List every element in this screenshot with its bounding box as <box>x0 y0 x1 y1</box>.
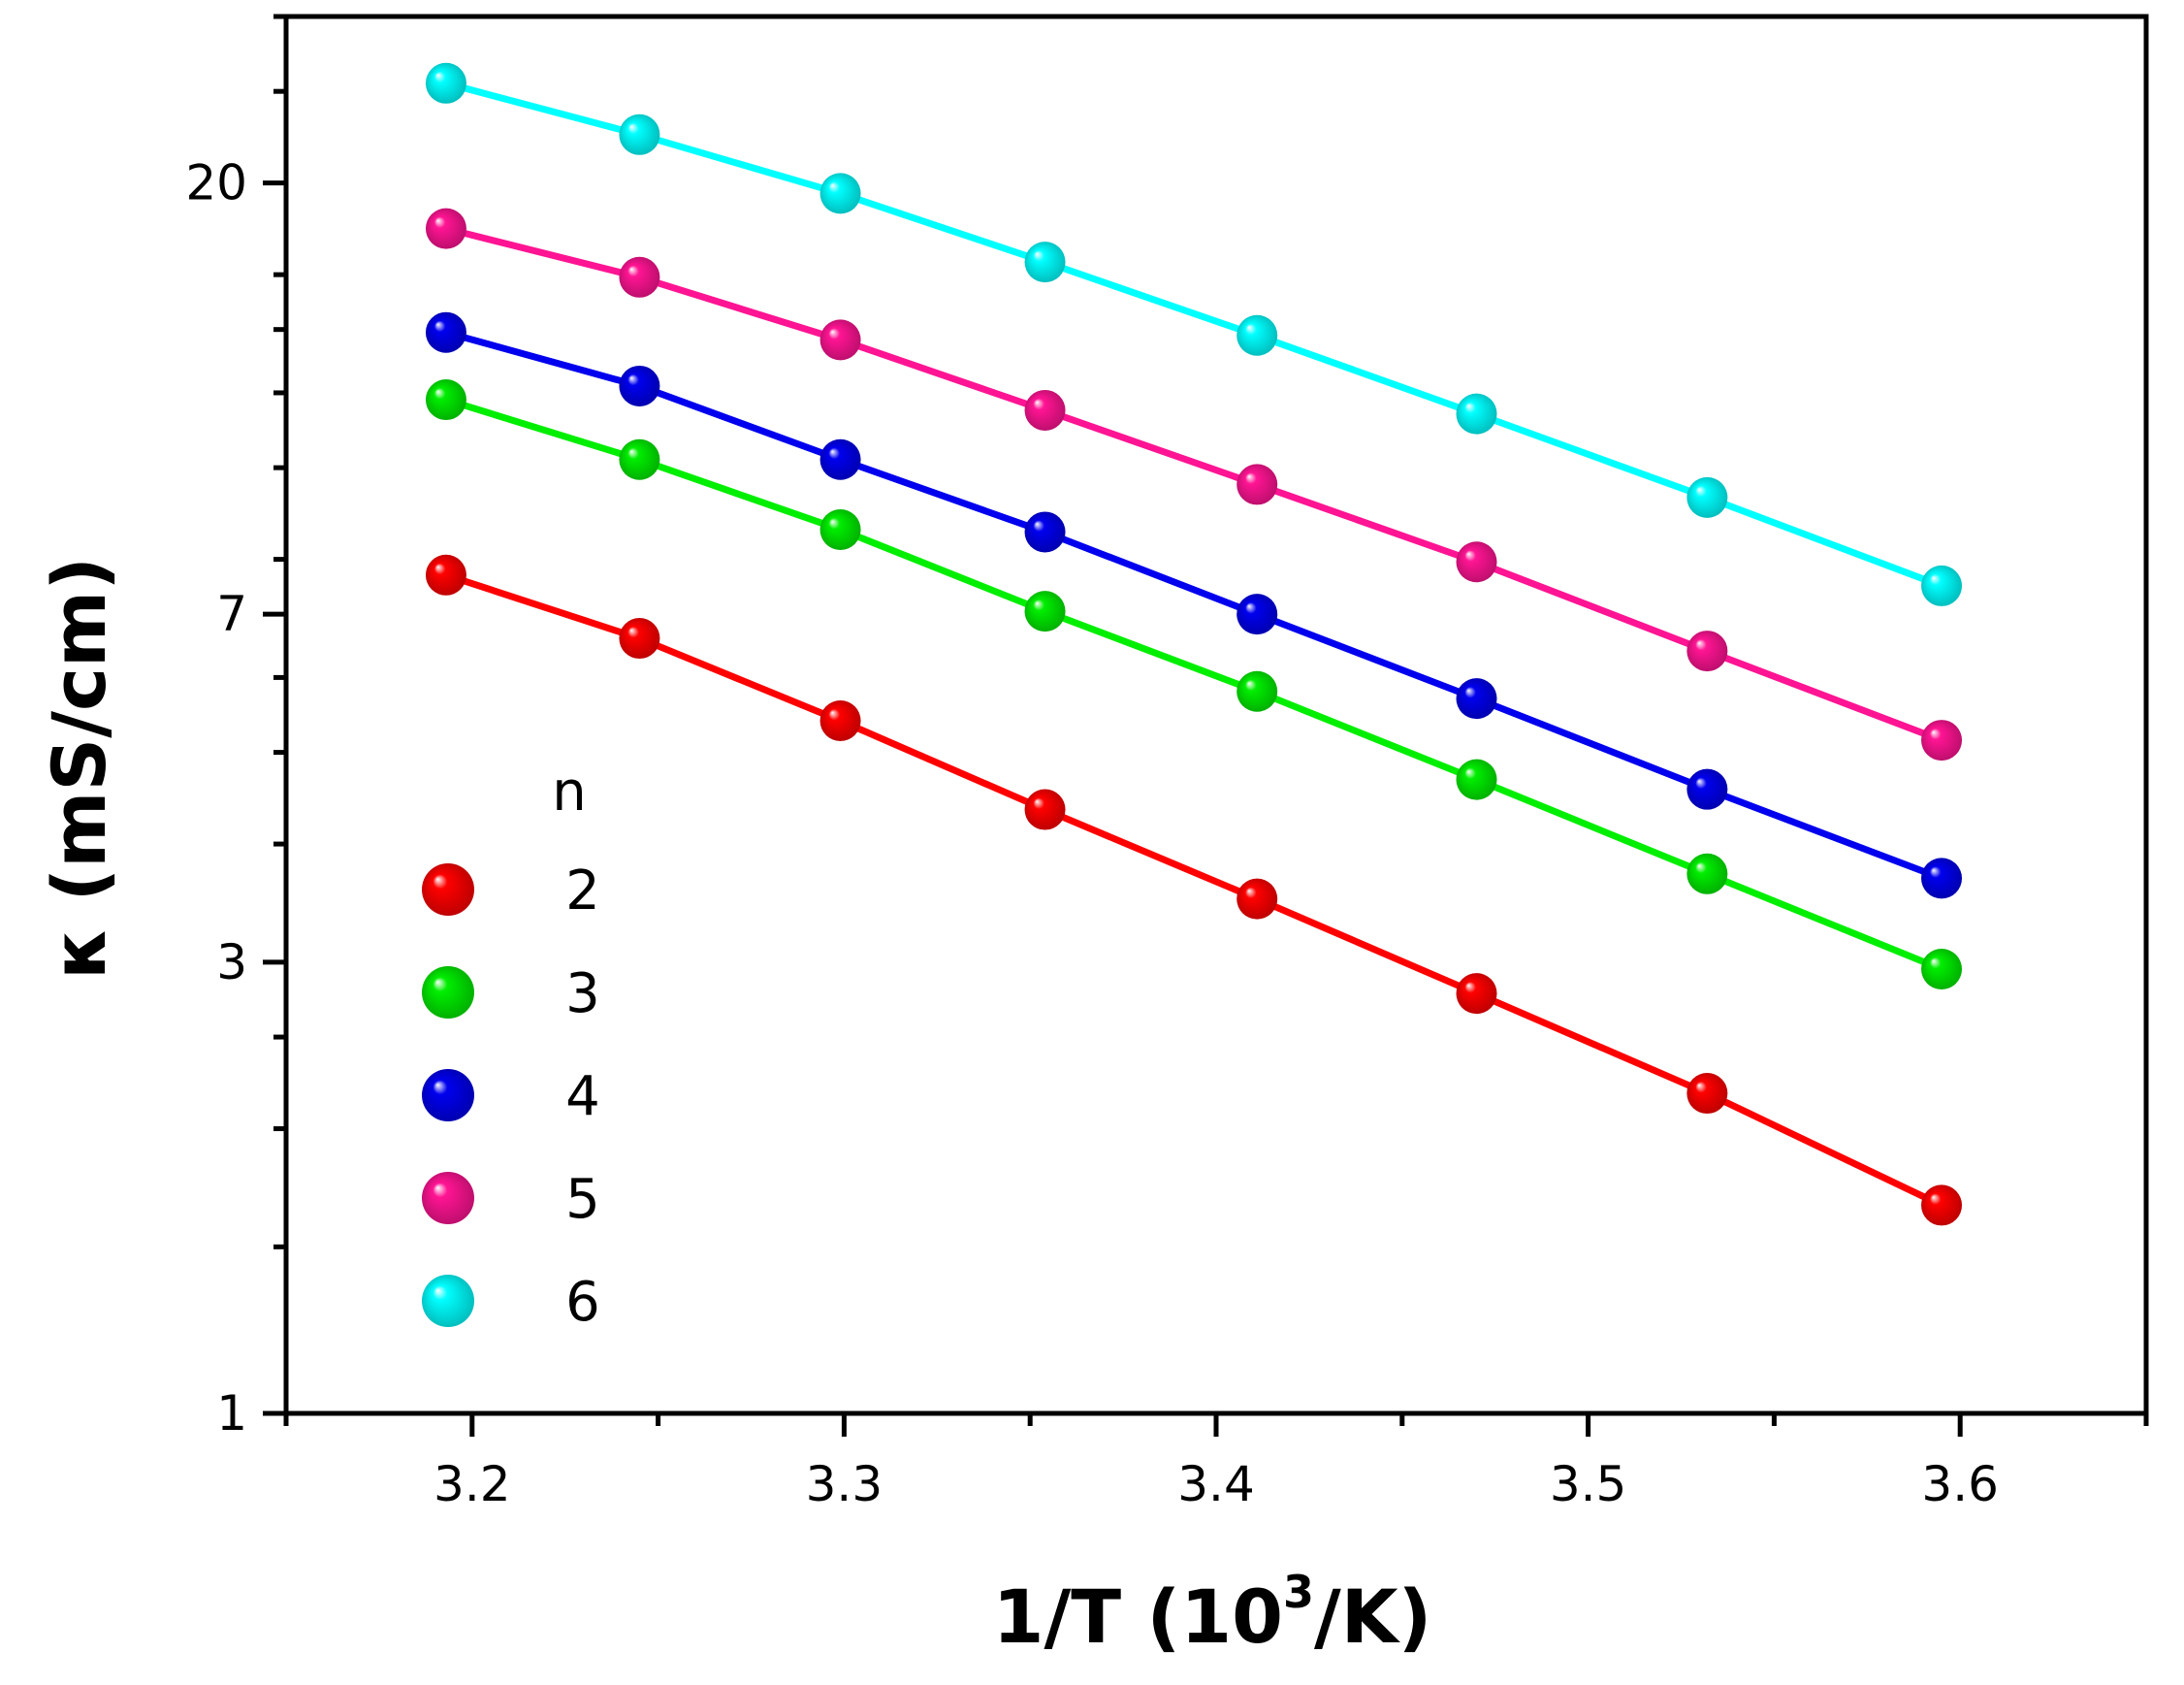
data-point-n5 <box>1686 631 1728 672</box>
series-lines <box>444 80 1943 1209</box>
y-axis-title: κ (mS/cm) <box>36 557 122 980</box>
series-line-n3 <box>444 396 1943 973</box>
data-point-n6 <box>1686 476 1728 518</box>
data-point-n5 <box>1456 541 1497 583</box>
data-point-n5 <box>1024 389 1066 431</box>
x-axis-title: 1/T (103/K) <box>993 1566 1432 1660</box>
legend-marker-n5 <box>422 1172 474 1224</box>
data-point-n4 <box>1237 594 1278 635</box>
legend-label: 5 <box>565 1168 600 1231</box>
data-point-n3 <box>1024 591 1066 632</box>
data-point-n6 <box>1921 565 1963 606</box>
data-point-n4 <box>819 438 861 480</box>
axis-ticks: 3.2 3.3 3.4 3.5 3.6 1 3 7 20 <box>185 14 2149 1512</box>
data-point-n3 <box>819 508 861 550</box>
data-point-n2 <box>1921 1184 1963 1226</box>
y-tick-label: 3 <box>216 934 247 990</box>
data-point-n2 <box>819 700 861 742</box>
data-point-n3 <box>1686 853 1728 894</box>
series-points <box>425 62 1963 1226</box>
legend-label: 6 <box>565 1271 600 1334</box>
data-point-n5 <box>425 208 466 249</box>
y-tick-label: 1 <box>216 1385 247 1442</box>
data-point-n5 <box>819 319 861 361</box>
data-point-n3 <box>619 438 660 480</box>
data-point-n6 <box>1024 242 1066 283</box>
legend-label: 2 <box>565 859 600 923</box>
series-line-n6 <box>445 80 1943 590</box>
data-point-n6 <box>425 62 466 104</box>
data-point-n4 <box>1921 858 1963 899</box>
data-point-n3 <box>1237 670 1278 712</box>
x-tick-label: 3.3 <box>806 1456 883 1512</box>
series-line-n2 <box>444 571 1943 1209</box>
data-point-n2 <box>425 554 466 596</box>
legend-marker-n6 <box>422 1275 474 1327</box>
legend-marker-n3 <box>422 966 474 1019</box>
data-point-n4 <box>1024 511 1066 553</box>
data-point-n2 <box>1237 878 1278 920</box>
data-point-n5 <box>1921 720 1963 761</box>
data-point-n3 <box>1921 948 1963 989</box>
data-point-n3 <box>1456 759 1497 800</box>
data-point-n2 <box>1456 973 1497 1015</box>
data-point-n6 <box>819 173 861 214</box>
data-point-n4 <box>619 365 660 406</box>
y-tick-label: 7 <box>216 586 247 642</box>
series-line-n5 <box>445 225 1943 744</box>
data-point-n2 <box>1686 1073 1728 1115</box>
legend-title: n <box>552 761 587 824</box>
data-point-n4 <box>1456 678 1497 720</box>
x-tick-label: 3.4 <box>1177 1456 1255 1512</box>
data-point-n6 <box>619 113 660 155</box>
data-point-n2 <box>619 618 660 660</box>
legend: n 2 3 4 5 6 <box>422 761 600 1334</box>
data-point-n2 <box>1024 789 1066 830</box>
data-point-n3 <box>425 379 466 421</box>
data-point-n6 <box>1237 314 1278 356</box>
x-tick-label: 3.5 <box>1550 1456 1627 1512</box>
data-point-n4 <box>425 311 466 353</box>
legend-marker-n4 <box>422 1069 474 1121</box>
data-point-n4 <box>1686 768 1728 810</box>
legend-label: 3 <box>565 962 600 1025</box>
data-point-n6 <box>1456 393 1497 435</box>
data-point-n5 <box>619 256 660 298</box>
legend-marker-n2 <box>422 863 474 916</box>
x-tick-label: 3.2 <box>434 1456 511 1512</box>
y-tick-label: 20 <box>185 155 247 211</box>
legend-label: 4 <box>565 1065 600 1128</box>
series-line-n4 <box>445 329 1943 882</box>
data-point-n5 <box>1237 464 1278 505</box>
x-tick-label: 3.6 <box>1921 1456 1999 1512</box>
